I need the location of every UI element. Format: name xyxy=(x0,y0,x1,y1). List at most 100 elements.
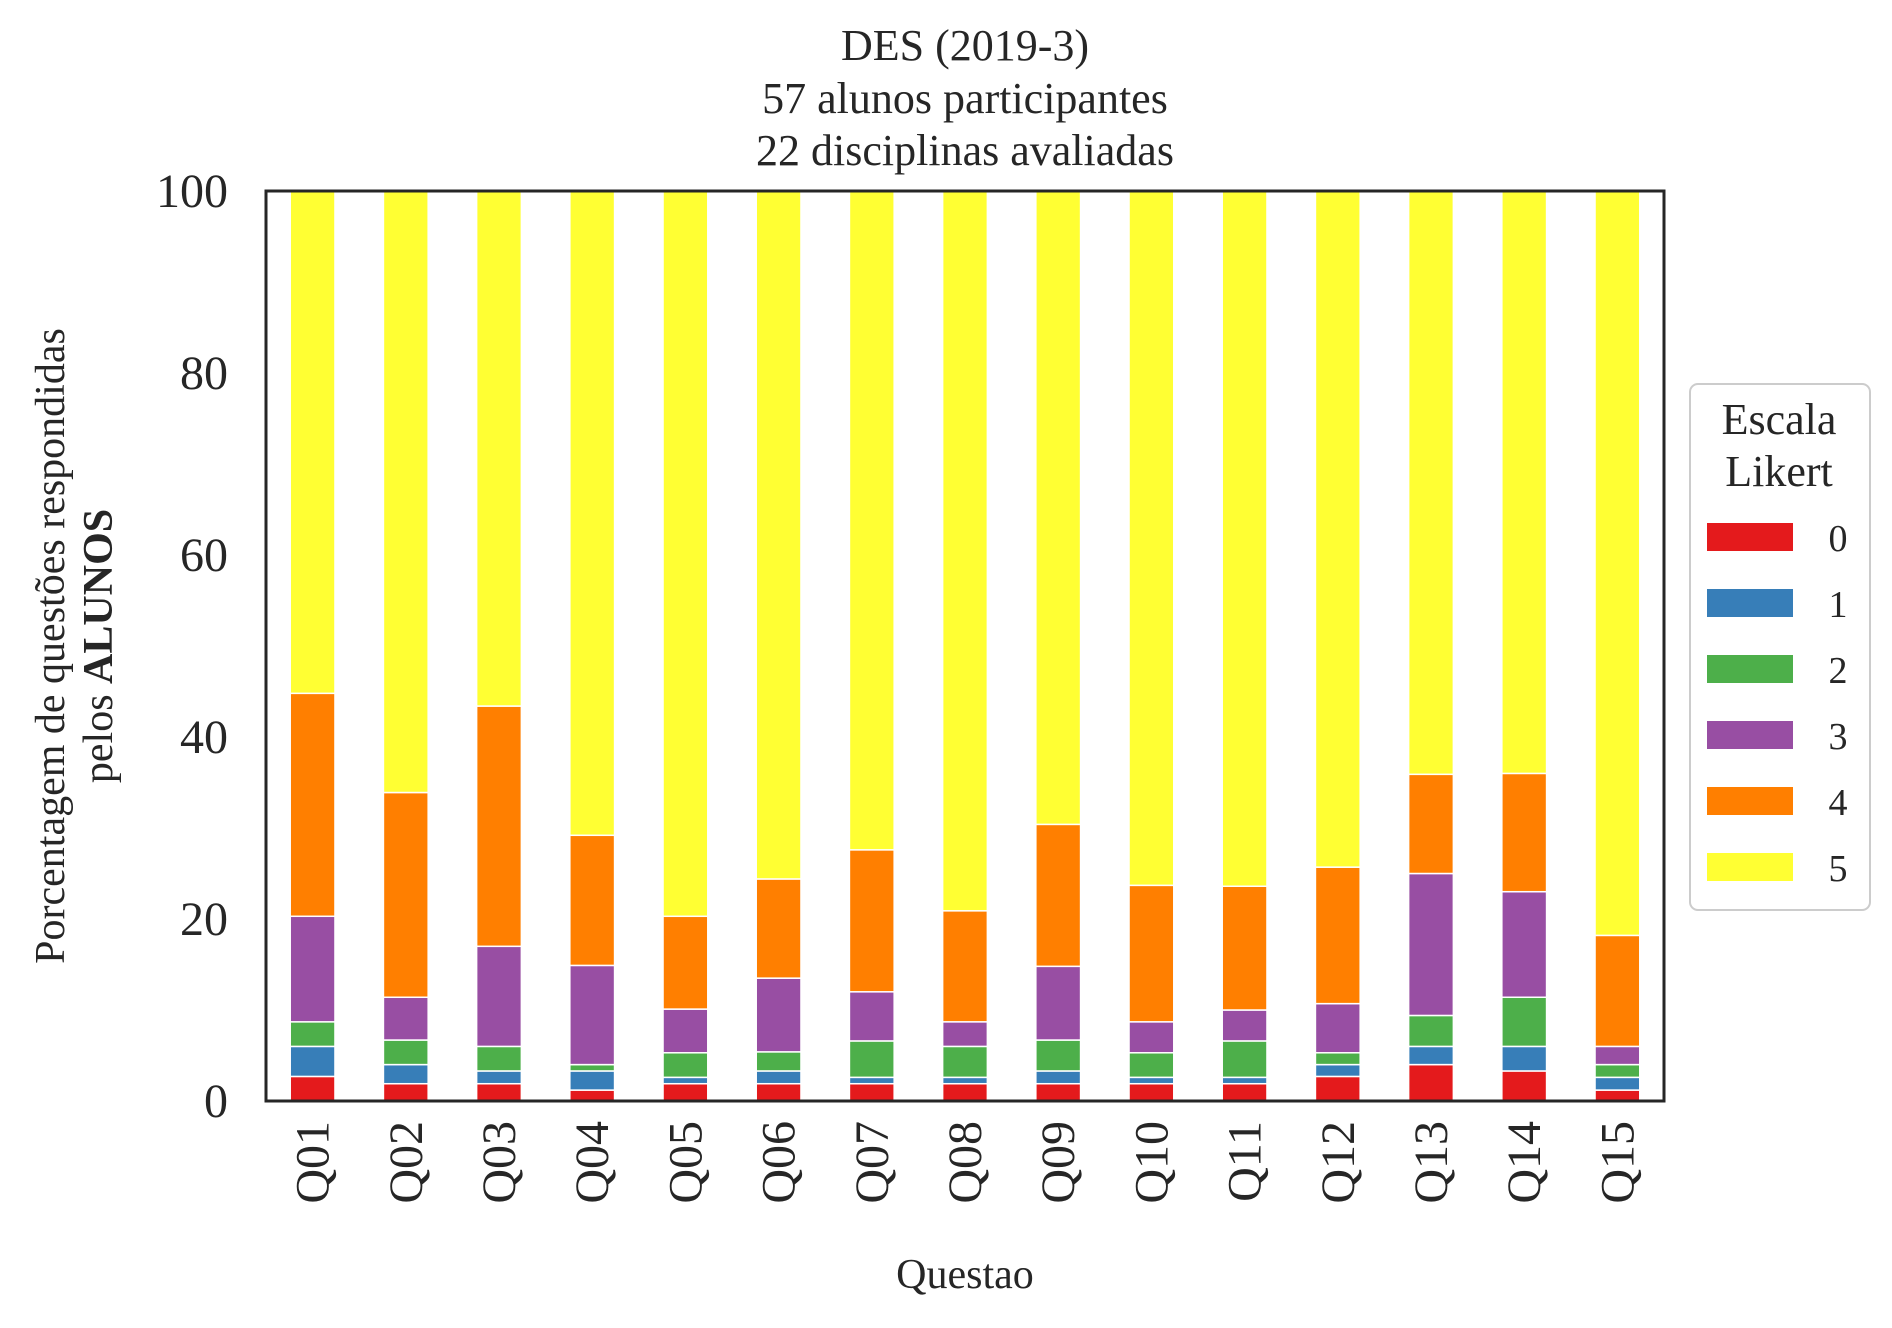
bar-Q01-level-4 xyxy=(289,692,336,918)
bar-Q02-level-3 xyxy=(382,996,429,1041)
bar-Q15-level-5 xyxy=(1594,190,1641,937)
bar-Q13-level-5 xyxy=(1407,190,1455,776)
legend-box xyxy=(1689,383,1871,911)
bar-Q12-level-4 xyxy=(1314,866,1361,1005)
bar-Q11-level-1 xyxy=(1221,1076,1268,1085)
x-tick-label: Q13 xyxy=(1405,1121,1458,1204)
x-axis: Q01 Q02 Q03 Q04 Q05 Q06 Q07 Q08 Q09 Q10 Q11 Q12 Q13 Q… xyxy=(287,1121,1645,1204)
bar-Q01-level-1 xyxy=(289,1045,336,1078)
legend-swatch-0 xyxy=(1707,523,1793,551)
bar-Q07-level-4 xyxy=(848,849,895,993)
bar-Q11-level-0 xyxy=(1221,1082,1268,1102)
bar-Q08-level-1 xyxy=(941,1076,989,1085)
x-tick-label: Q01 xyxy=(287,1121,340,1204)
bar-Q08-level-4 xyxy=(941,910,989,1023)
bar-Q07-level-1 xyxy=(848,1076,895,1085)
legend-label-3: 3 xyxy=(1829,716,1848,758)
x-tick-label: Q10 xyxy=(1125,1121,1178,1204)
legend-label-2: 2 xyxy=(1829,650,1848,692)
bar-Q03-level-1 xyxy=(475,1070,523,1085)
legend-swatch-3 xyxy=(1707,721,1793,749)
bar-Q12-level-5 xyxy=(1314,190,1361,868)
bar-Q14-level-2 xyxy=(1501,996,1548,1048)
y-axis-label-line-1: Porcentagem de questões respondidas xyxy=(28,328,74,964)
bar-Q10-level-2 xyxy=(1128,1052,1175,1079)
chart-title: DES (2019-3) 57 alunos participantes 22 … xyxy=(756,21,1174,175)
x-tick-group: Q12 xyxy=(1312,1121,1365,1204)
legend-label-4: 4 xyxy=(1829,782,1848,824)
bar-Q13-level-0 xyxy=(1407,1063,1455,1102)
chart-title-line-2: 57 alunos participantes xyxy=(762,74,1168,123)
x-tick-label: Q15 xyxy=(1591,1121,1644,1204)
bar-Q13-level-3 xyxy=(1407,872,1455,1017)
bar-Q10-level-1 xyxy=(1128,1076,1175,1085)
bar-Q02-level-2 xyxy=(382,1039,429,1066)
bar-Q10-level-4 xyxy=(1128,884,1175,1023)
bar-Q04-level-2 xyxy=(569,1063,616,1072)
legend-swatch-5 xyxy=(1707,853,1793,881)
bar-Q04-level-1 xyxy=(569,1070,616,1091)
x-tick-group: Q09 xyxy=(1032,1121,1085,1204)
x-tick-label: Q04 xyxy=(566,1121,619,1204)
bar-Q01-level-2 xyxy=(289,1021,336,1048)
y-tick-label: 0 xyxy=(204,1075,228,1128)
legend-items: 0 1 2 3 4 5 xyxy=(1707,518,1848,890)
bar-Q07-level-2 xyxy=(848,1040,895,1079)
x-tick-label: Q14 xyxy=(1498,1121,1551,1204)
bar-Q12-level-0 xyxy=(1314,1075,1361,1102)
chart-title-line-3: 22 disciplinas avaliadas xyxy=(756,126,1174,175)
x-tick-label: Q03 xyxy=(473,1121,526,1204)
bar-Q05-level-0 xyxy=(662,1082,709,1102)
bar-Q04-level-5 xyxy=(569,190,616,837)
bar-Q03-level-3 xyxy=(475,945,523,1048)
x-tick-group: Q07 xyxy=(846,1121,899,1204)
bar-Q09-level-3 xyxy=(1035,965,1082,1041)
bar-Q02-level-1 xyxy=(382,1063,429,1085)
bar-Q11-level-5 xyxy=(1221,190,1268,887)
legend-label-5: 5 xyxy=(1829,848,1848,890)
bar-Q08-level-3 xyxy=(941,1021,989,1048)
bar-Q08-level-5 xyxy=(941,190,989,912)
bar-Q06-level-0 xyxy=(755,1082,802,1102)
x-tick-group: Q04 xyxy=(566,1121,619,1204)
y-tick-label: 100 xyxy=(156,165,228,218)
bar-Q05-level-1 xyxy=(662,1076,709,1085)
bar-Q11-level-3 xyxy=(1221,1009,1268,1042)
bar-Q14-level-5 xyxy=(1501,190,1548,775)
legend-label-1: 1 xyxy=(1829,584,1848,626)
x-tick-label: Q09 xyxy=(1032,1121,1085,1204)
bar-Q12-level-2 xyxy=(1314,1052,1361,1066)
bar-Q15-level-1 xyxy=(1594,1076,1641,1091)
legend-swatch-1 xyxy=(1707,589,1793,617)
plot-area-frame xyxy=(264,189,1666,1103)
x-tick-label: Q12 xyxy=(1312,1121,1365,1204)
y-axis-label: Porcentagem de questões respondidas pelo… xyxy=(28,328,122,964)
bar-Q09-level-4 xyxy=(1035,823,1082,968)
bar-Q09-level-5 xyxy=(1035,190,1082,826)
chart-title-line-1: DES (2019-3) xyxy=(841,21,1089,70)
legend-swatch-2 xyxy=(1707,655,1793,683)
bar-Q02-level-5 xyxy=(382,190,429,794)
bar-Q06-level-1 xyxy=(755,1070,802,1085)
bar-Q01-level-5 xyxy=(289,190,336,695)
x-tick-group: Q13 xyxy=(1405,1121,1458,1204)
x-tick-label: Q05 xyxy=(659,1121,712,1204)
legend-swatch-4 xyxy=(1707,787,1793,815)
x-tick-label: Q02 xyxy=(380,1121,433,1204)
bar-Q11-level-2 xyxy=(1221,1040,1268,1079)
bar-Q15-level-4 xyxy=(1594,934,1641,1048)
bar-Q14-level-4 xyxy=(1501,772,1548,893)
bars-group xyxy=(289,190,1641,1102)
x-tick-group: Q01 xyxy=(287,1121,340,1204)
y-tick-label: 80 xyxy=(180,347,228,400)
legend: Escala Likert 0 1 2 3 4 5 xyxy=(1689,383,1871,911)
bar-Q04-level-4 xyxy=(569,834,616,967)
x-tick-group: Q05 xyxy=(659,1121,712,1204)
bar-Q13-level-1 xyxy=(1407,1045,1455,1066)
x-tick-group: Q11 xyxy=(1219,1121,1272,1202)
y-axis-label-prefix: pelos xyxy=(76,684,122,783)
x-tick-group: Q10 xyxy=(1125,1121,1178,1204)
x-tick-group: Q06 xyxy=(753,1121,806,1204)
